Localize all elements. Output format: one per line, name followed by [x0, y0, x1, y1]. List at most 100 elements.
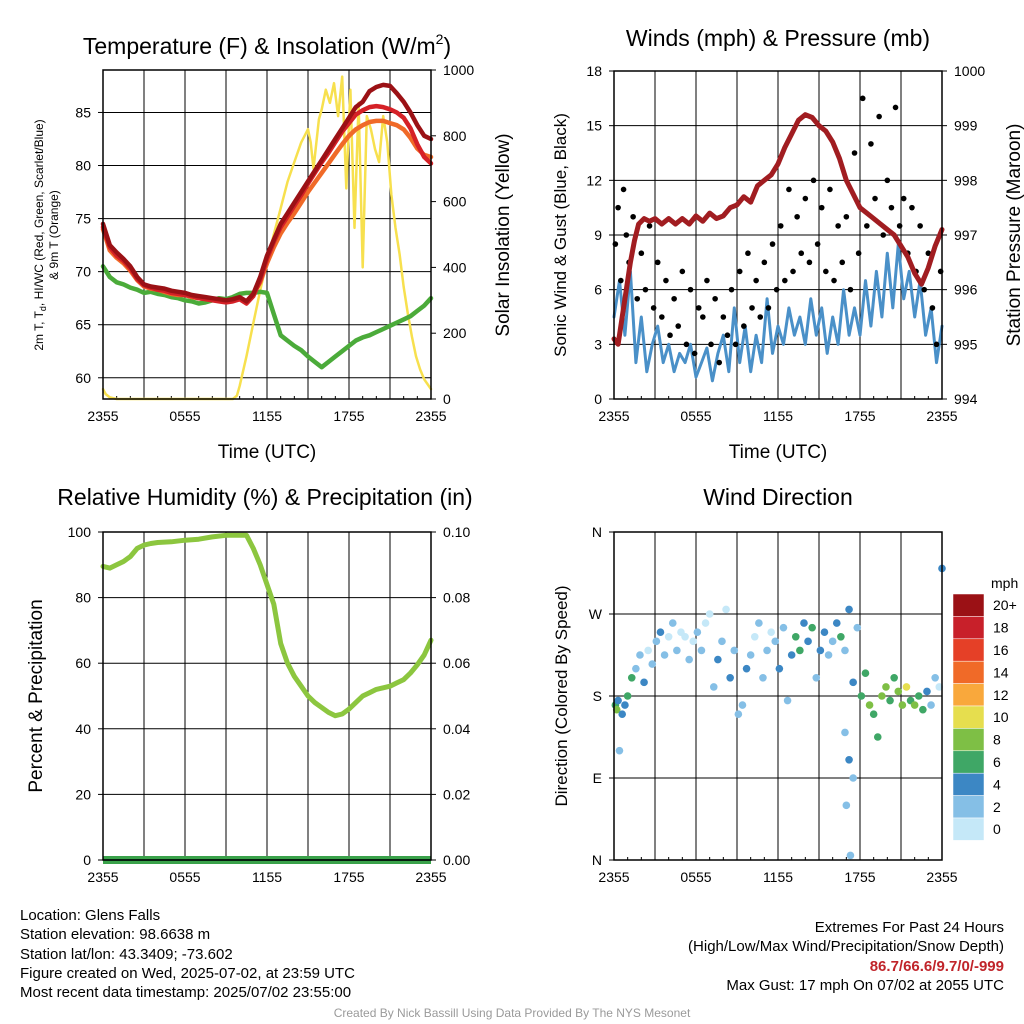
recent-data-text: Most recent data timestamp: 2025/07/02 2… [20, 984, 352, 1002]
gust-point [728, 286, 735, 293]
wind-direction-point [849, 774, 857, 782]
temperature-ylabel-left: 2m T, Td, HI/WC (Red, Green, Scarlet/Blu… [32, 119, 48, 350]
gust-point [749, 305, 755, 311]
y2-tick-label: 0 [443, 391, 451, 407]
gust-point [843, 213, 850, 220]
gust-point [659, 314, 665, 320]
latlon-text: Station lat/lon: 43.3409; -73.602 [20, 945, 233, 963]
plot-border [613, 70, 943, 400]
gust-point [667, 332, 673, 339]
wind-direction-point [767, 628, 775, 637]
wind-direction-point [668, 619, 677, 627]
y2-tick-label: 400 [443, 259, 467, 275]
wind-direction-point [697, 646, 706, 655]
gust-point [786, 186, 792, 193]
wind-direction-point [783, 696, 792, 705]
wind-direction-point [910, 701, 919, 709]
gust-point [831, 277, 837, 284]
wind-direction-point [882, 683, 890, 691]
wind-direction-point [681, 632, 689, 641]
gust-point [634, 295, 641, 302]
gust-point [896, 223, 903, 229]
wind-direction-point [644, 646, 652, 655]
x-tick-label: 1155 [763, 869, 793, 885]
y2-tick-label: 996 [954, 282, 978, 298]
y-tick-label: 3 [594, 336, 602, 352]
wind-direction-point [759, 673, 767, 682]
gust-point [876, 113, 882, 120]
wind-direction-point [886, 696, 894, 705]
y2-tick-label: 0.08 [443, 590, 470, 606]
gust-point [700, 314, 706, 320]
wind-direction-point [689, 637, 698, 646]
x-tick-label: 1155 [252, 408, 282, 424]
wind-direction-point [722, 605, 730, 614]
direction-ylabel-left: Direction (Colored By Speed) [552, 585, 571, 806]
plot-border [102, 531, 432, 861]
gust-point [868, 141, 874, 147]
y-tick-label: 85 [75, 104, 91, 120]
y-tick-label: N [592, 524, 602, 540]
gust-point [712, 295, 718, 302]
wind-direction-point [816, 646, 825, 655]
wind-direction-point [640, 678, 648, 687]
wind-direction-point [853, 623, 862, 632]
y-tick-label: 15 [586, 118, 602, 134]
y2-tick-label: 600 [443, 194, 467, 210]
wind-direction-point [808, 623, 816, 632]
wind-direction-point [734, 710, 743, 719]
wind-direction-point [656, 628, 665, 637]
colorbar-label: 6 [993, 754, 1001, 770]
wind-direction-point [714, 655, 722, 664]
y2-tick-label: 0.06 [443, 655, 470, 671]
direction-panel-title: Wind Direction [703, 484, 853, 510]
relative-humidity-line [100, 532, 434, 719]
wind-direction-point [705, 610, 714, 618]
y-tick-label: 12 [586, 172, 602, 188]
gust-point [720, 314, 727, 320]
temperature-series-line [101, 75, 433, 401]
gust-point [671, 295, 677, 302]
wind-direction-point [878, 692, 886, 700]
gust-point [839, 259, 846, 266]
gust-point [654, 259, 661, 266]
gust-point [683, 341, 690, 348]
location-text: Location: Glens Falls [20, 907, 161, 924]
winds-chart: 2355 0555 1155 1755 235503691215189949959969… [586, 63, 985, 424]
gust-point [687, 286, 694, 293]
wind-direction-point [890, 673, 898, 682]
gust-point [921, 286, 928, 293]
wind-direction-point [771, 637, 780, 646]
y2-tick-label: 997 [954, 227, 978, 243]
x-tick-label: 2355 [87, 869, 118, 885]
colorbar-swatch [952, 660, 985, 684]
y-tick-label: 70 [75, 264, 91, 280]
gust-point [691, 350, 698, 357]
wind-direction-point [902, 683, 911, 691]
gust-point [663, 277, 669, 284]
temperature-ylabel-right: Solar Insolation (Yellow) [493, 133, 514, 336]
gust-point [615, 204, 621, 211]
created-text: Figure created on Wed, 2025-07-02, at 23… [20, 964, 355, 982]
gust-point [818, 204, 825, 211]
wind-direction-point [796, 646, 804, 655]
x-tick-label: 2355 [415, 408, 446, 424]
gust-point [761, 259, 768, 266]
wind-direction-point [857, 692, 866, 700]
gust-point [892, 104, 899, 111]
winds-ylabel-right: Station Pressure (Maroon) [1004, 124, 1024, 347]
gust-point [827, 186, 833, 193]
wind-direction-point [632, 664, 640, 673]
y2-tick-label: 0.10 [443, 524, 470, 540]
wind-direction-point [660, 651, 669, 659]
gust-point [736, 268, 743, 275]
x-tick-label: 1155 [763, 408, 793, 424]
x-tick-label: 2355 [926, 408, 957, 424]
wind-direction-point [800, 619, 808, 627]
wind-direction-point [750, 632, 759, 641]
gust-point [716, 359, 723, 366]
colorbar-label: 12 [993, 687, 1009, 703]
wind-direction-point [652, 637, 661, 646]
gust-point [888, 204, 895, 211]
